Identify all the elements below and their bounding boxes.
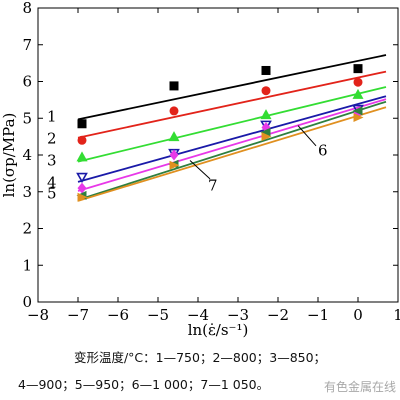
data-point-3-3 — [260, 109, 272, 120]
x-tick-label: −5 — [147, 306, 169, 324]
fit-line-1 — [77, 54, 387, 121]
data-point-7-3 — [261, 132, 272, 142]
data-point-2-4 — [353, 77, 363, 87]
y-axis-label: ln(σp/MPa) — [0, 113, 18, 198]
data-point-5-1 — [77, 182, 87, 194]
data-point-2-2 — [169, 106, 179, 116]
x-tick-label: −1 — [307, 306, 329, 324]
data-point-1-2 — [169, 81, 179, 91]
x-tick-label: −4 — [187, 306, 209, 324]
chart-caption-line-2: 4—900；5—950；6—1 000；7—1 050。 — [18, 377, 270, 392]
y-tick-label: 0 — [22, 293, 32, 311]
chart-caption-line-1: 变形温度/°C：1—750；2—800；3—850； — [73, 350, 327, 365]
y-tick-label: 5 — [22, 109, 32, 127]
x-tick-label: −7 — [67, 306, 89, 324]
data-point-1-3 — [261, 65, 271, 75]
series-label-1: 1 — [47, 107, 57, 125]
data-point-2-3 — [261, 86, 271, 96]
x-tick-label: 1 — [393, 306, 400, 324]
x-tick-label: −8 — [27, 306, 49, 324]
y-tick-label: 7 — [22, 36, 32, 54]
data-point-4-1 — [76, 172, 88, 184]
x-tick-label: −6 — [107, 306, 129, 324]
data-point-3-4 — [352, 88, 364, 99]
annotation-leader-6 — [297, 125, 317, 147]
series-label-4: 4 — [47, 174, 57, 192]
data-point-7-4 — [353, 113, 364, 123]
data-point-1-1 — [77, 119, 87, 129]
strain-rate-stress-chart: −8 −7 −6 −5 −4 −3 −2 −1 0 1012345678ln(ε̇/s⁻¹)ln(… — [0, 0, 400, 339]
x-tick-label: 0 — [353, 306, 363, 324]
watermark-text: 有色金属在线 — [323, 380, 396, 394]
data-point-6-4 — [352, 106, 363, 116]
series-label-5: 5 — [47, 185, 57, 203]
y-tick-label: 3 — [22, 183, 32, 201]
data-point-6-3 — [260, 127, 271, 137]
data-point-3-2 — [168, 131, 180, 142]
fit-line-2 — [77, 70, 387, 139]
y-tick-label: 6 — [22, 73, 32, 91]
fit-line-6 — [77, 100, 387, 201]
data-point-2-1 — [77, 135, 87, 145]
series-label-3: 3 — [47, 152, 57, 170]
annotation-label-6: 6 — [318, 141, 328, 159]
x-axis-label: ln(ε̇/s⁻¹) — [188, 321, 249, 339]
data-point-1-4 — [353, 64, 363, 74]
series-label-2: 2 — [47, 129, 57, 147]
fit-line-5 — [77, 98, 387, 192]
y-tick-label: 8 — [22, 0, 32, 17]
y-tick-label: 1 — [22, 256, 32, 274]
data-point-7-2 — [169, 160, 180, 170]
fit-line-4 — [77, 95, 387, 183]
y-tick-label: 2 — [22, 220, 32, 238]
fit-line-3 — [77, 86, 387, 163]
y-tick-label: 4 — [22, 146, 32, 164]
annotation-label-7: 7 — [208, 177, 218, 195]
data-point-3-1 — [76, 151, 88, 162]
x-tick-label: −3 — [227, 306, 249, 324]
fit-line-7 — [77, 106, 387, 202]
annotation-leader-7 — [189, 160, 211, 180]
data-point-5-2 — [169, 149, 179, 161]
x-tick-label: −2 — [267, 306, 289, 324]
data-point-7-1 — [77, 192, 88, 202]
